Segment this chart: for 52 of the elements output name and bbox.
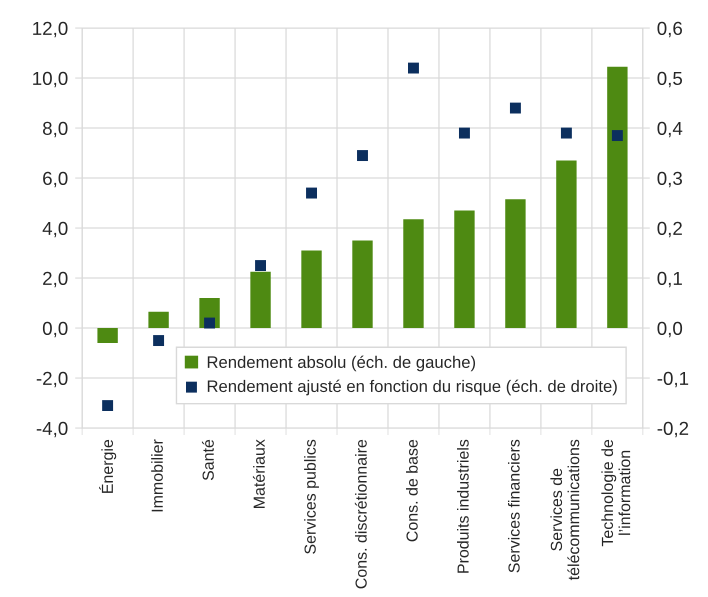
y2-tick-label: 0,1 bbox=[657, 272, 682, 288]
y-tick-label: 4,0 bbox=[42, 222, 68, 238]
y2-tick-label: 0,6 bbox=[657, 22, 682, 38]
bar bbox=[505, 199, 526, 328]
y2-tick-label: 0,5 bbox=[657, 72, 682, 88]
x-tick-label: Services financiers bbox=[508, 440, 520, 572]
bar bbox=[556, 160, 577, 328]
point bbox=[510, 102, 521, 114]
point bbox=[560, 128, 572, 139]
y-tick-label: 8,0 bbox=[42, 122, 68, 138]
bar bbox=[403, 219, 424, 328]
x-tick-label: Services de télécommunications bbox=[550, 440, 580, 580]
x-tick-label: Santé bbox=[202, 440, 214, 480]
bar bbox=[250, 272, 271, 328]
x-tick-label: Cons. discrétionnaire bbox=[354, 440, 367, 588]
point bbox=[255, 260, 266, 272]
y2-tick-label: -0,2 bbox=[658, 422, 688, 438]
bar bbox=[97, 328, 118, 344]
legend-label: Rendement absolu (éch. de gauche) bbox=[208, 356, 476, 372]
legend-label: Rendement ajusté en fonction du risque (éch. de droite) bbox=[208, 380, 617, 396]
y-tick-label: 6,0 bbox=[43, 172, 68, 188]
y2-tick-label: 0,4 bbox=[657, 122, 682, 138]
bar bbox=[301, 250, 322, 328]
x-tick-label: Matériaux bbox=[252, 439, 265, 508]
y2-tick-label: 0,0 bbox=[657, 322, 682, 338]
point bbox=[357, 150, 368, 162]
point bbox=[458, 128, 470, 139]
x-tick-label: Services publics bbox=[304, 440, 319, 554]
x-tick-label: Cons. de base bbox=[406, 440, 418, 542]
y-tick-label: -4,0 bbox=[36, 422, 68, 438]
point bbox=[306, 188, 317, 199]
point bbox=[204, 318, 216, 329]
y-tick-label: 0,0 bbox=[42, 322, 68, 338]
y2-tick-label: -0,1 bbox=[658, 372, 688, 388]
point bbox=[153, 335, 164, 346]
y-tick-label: 12,0 bbox=[33, 22, 68, 38]
point bbox=[408, 62, 419, 74]
bar bbox=[148, 312, 169, 328]
bar bbox=[454, 210, 475, 328]
x-tick-label: Énergie bbox=[99, 440, 116, 493]
y-tick-label: -2,0 bbox=[36, 372, 68, 388]
y2-tick-label: 0,2 bbox=[657, 222, 682, 238]
bar bbox=[352, 240, 373, 328]
y2-tick-label: 0,3 bbox=[657, 172, 682, 188]
x-tick-label: Technologie de l’information bbox=[601, 440, 630, 546]
point bbox=[102, 400, 114, 412]
bar bbox=[607, 66, 628, 328]
point bbox=[612, 130, 623, 142]
x-tick-label: Immobilier bbox=[151, 439, 163, 512]
y-tick-label: 10,0 bbox=[33, 72, 68, 88]
x-tick-label: Produits industriels bbox=[457, 440, 469, 573]
y-tick-label: 2,0 bbox=[43, 272, 68, 288]
